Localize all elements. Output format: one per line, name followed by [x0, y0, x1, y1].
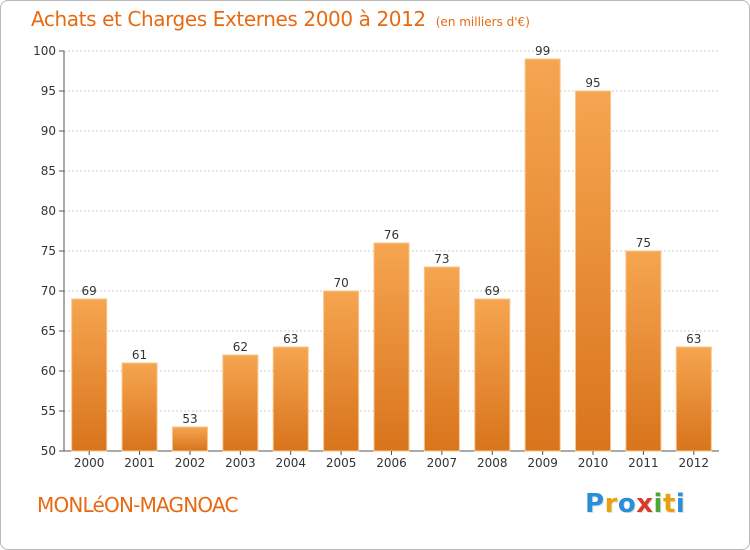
y-tick-label: 55 — [41, 404, 56, 418]
y-tick-label: 75 — [41, 244, 56, 258]
location-name: MONLéON-MAGNOAC — [37, 493, 239, 517]
bar-value-label: 63 — [283, 332, 298, 346]
logo-letter: x — [636, 489, 654, 519]
y-tick-label: 90 — [41, 124, 56, 138]
bar — [675, 346, 712, 452]
bar — [575, 90, 612, 452]
chart-title: Achats et Charges Externes 2000 à 2012 (e… — [31, 7, 530, 31]
y-tick-label: 100 — [33, 44, 56, 58]
y-tick-label: 80 — [41, 204, 56, 218]
logo-letter: t — [662, 489, 676, 519]
x-tick-label: 2002 — [175, 456, 206, 470]
logo-letter: r — [604, 489, 618, 519]
x-tick-label: 2009 — [527, 456, 558, 470]
bar-value-label: 76 — [384, 228, 399, 242]
y-tick-label: 65 — [41, 324, 56, 338]
bar-value-label: 69 — [82, 284, 97, 298]
x-tick-label: 2003 — [225, 456, 256, 470]
bar — [272, 346, 309, 452]
x-tick-label: 2006 — [376, 456, 407, 470]
bar-value-label: 75 — [636, 236, 651, 250]
bar — [625, 250, 662, 452]
bar — [423, 266, 460, 452]
logo-letter: o — [617, 489, 637, 519]
title-main: Achats et Charges Externes 2000 à 2012 — [31, 7, 426, 31]
x-tick-label: 2007 — [427, 456, 458, 470]
bar-value-label: 70 — [333, 276, 348, 290]
bar — [171, 426, 208, 452]
bar — [474, 298, 511, 452]
bar-value-label: 53 — [182, 412, 197, 426]
bar-value-label: 62 — [233, 340, 248, 354]
bar-value-label: 69 — [485, 284, 500, 298]
bar — [323, 290, 360, 452]
bar — [524, 58, 561, 452]
bar-value-label: 61 — [132, 348, 147, 362]
y-tick-label: 50 — [41, 444, 56, 458]
x-tick-label: 2004 — [275, 456, 306, 470]
y-tick-label: 85 — [41, 164, 56, 178]
title-unit: (en milliers d'€) — [435, 15, 530, 29]
x-tick-label: 2008 — [477, 456, 508, 470]
bar — [222, 354, 259, 452]
bar-value-label: 95 — [585, 76, 600, 90]
bar — [121, 362, 158, 452]
logo-letter: i — [675, 489, 686, 519]
bar-value-label: 63 — [686, 332, 701, 346]
proxiti-logo: Proxiti — [585, 489, 685, 519]
x-tick-label: 2000 — [74, 456, 105, 470]
x-tick-label: 2010 — [578, 456, 609, 470]
logo-letter: i — [653, 489, 663, 519]
x-tick-label: 2001 — [124, 456, 155, 470]
bar — [71, 298, 108, 452]
bar-value-label: 73 — [434, 252, 449, 266]
bar-value-label: 99 — [535, 44, 550, 58]
logo-letter: P — [585, 489, 605, 519]
y-tick-label: 70 — [41, 284, 56, 298]
y-tick-label: 95 — [41, 84, 56, 98]
x-tick-label: 2005 — [326, 456, 357, 470]
x-tick-label: 2012 — [679, 456, 710, 470]
x-tick-label: 2011 — [628, 456, 659, 470]
y-tick-label: 60 — [41, 364, 56, 378]
bar — [373, 242, 410, 452]
